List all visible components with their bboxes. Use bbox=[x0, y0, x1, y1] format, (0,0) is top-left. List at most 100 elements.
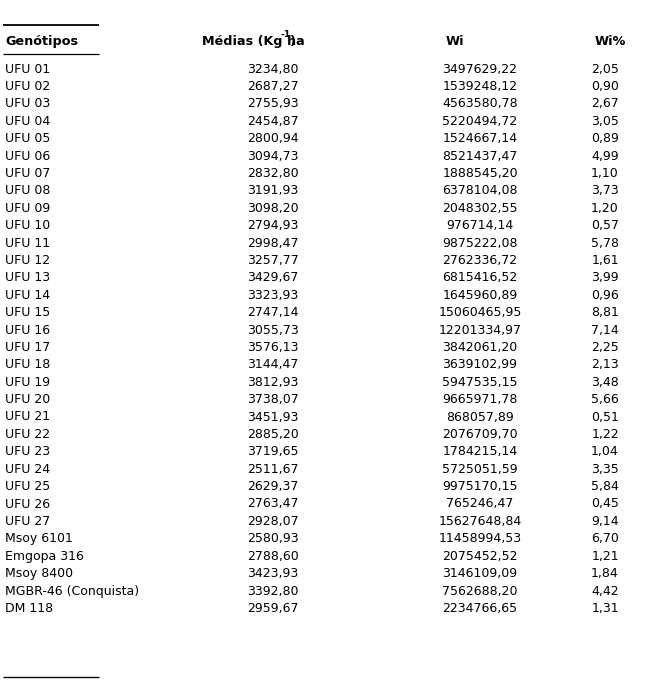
Text: 3429,67: 3429,67 bbox=[247, 271, 298, 284]
Text: 1,21: 1,21 bbox=[591, 550, 619, 563]
Text: 11458994,53: 11458994,53 bbox=[438, 532, 521, 545]
Text: 3,99: 3,99 bbox=[591, 271, 619, 284]
Text: 2687,27: 2687,27 bbox=[247, 80, 299, 93]
Text: 2454,87: 2454,87 bbox=[247, 115, 299, 128]
Text: 2747,14: 2747,14 bbox=[247, 306, 299, 319]
Text: 2076709,70: 2076709,70 bbox=[442, 428, 518, 441]
Text: UFU 21: UFU 21 bbox=[5, 411, 50, 423]
Text: 1,20: 1,20 bbox=[591, 202, 619, 215]
Text: 1888545,20: 1888545,20 bbox=[442, 167, 518, 180]
Text: 9875222,08: 9875222,08 bbox=[442, 236, 517, 249]
Text: 2832,80: 2832,80 bbox=[247, 167, 299, 180]
Text: 2800,94: 2800,94 bbox=[247, 132, 299, 145]
Text: 2928,07: 2928,07 bbox=[247, 515, 299, 528]
Text: 7,14: 7,14 bbox=[591, 324, 619, 337]
Text: ): ) bbox=[290, 34, 296, 47]
Text: 3257,77: 3257,77 bbox=[247, 254, 299, 267]
Text: 4563580,78: 4563580,78 bbox=[442, 98, 518, 111]
Text: 4,42: 4,42 bbox=[591, 585, 619, 598]
Text: 3738,07: 3738,07 bbox=[247, 393, 299, 406]
Text: 0,96: 0,96 bbox=[591, 289, 619, 302]
Text: 6815416,52: 6815416,52 bbox=[442, 271, 517, 284]
Text: 5,84: 5,84 bbox=[591, 480, 619, 493]
Text: 7562688,20: 7562688,20 bbox=[442, 585, 517, 598]
Text: 1,84: 1,84 bbox=[591, 567, 619, 580]
Text: 1,04: 1,04 bbox=[591, 445, 619, 458]
Text: 2788,60: 2788,60 bbox=[247, 550, 299, 563]
Text: UFU 16: UFU 16 bbox=[5, 324, 50, 337]
Text: UFU 19: UFU 19 bbox=[5, 376, 50, 389]
Text: 6378104,08: 6378104,08 bbox=[442, 184, 517, 197]
Text: 4,99: 4,99 bbox=[591, 150, 619, 163]
Text: UFU 05: UFU 05 bbox=[5, 132, 50, 145]
Text: 0,89: 0,89 bbox=[591, 132, 619, 145]
Text: 1539248,12: 1539248,12 bbox=[442, 80, 517, 93]
Text: UFU 02: UFU 02 bbox=[5, 80, 50, 93]
Text: 3098,20: 3098,20 bbox=[247, 202, 299, 215]
Text: 3719,65: 3719,65 bbox=[247, 445, 299, 458]
Text: 3576,13: 3576,13 bbox=[247, 341, 299, 354]
Text: 6,70: 6,70 bbox=[591, 532, 619, 545]
Text: UFU 23: UFU 23 bbox=[5, 445, 50, 458]
Text: 0,57: 0,57 bbox=[591, 219, 619, 232]
Text: MGBR-46 (Conquista): MGBR-46 (Conquista) bbox=[5, 585, 139, 598]
Text: 5,78: 5,78 bbox=[591, 236, 619, 249]
Text: 1,22: 1,22 bbox=[591, 428, 619, 441]
Text: 2511,67: 2511,67 bbox=[247, 463, 299, 475]
Text: 976714,14: 976714,14 bbox=[446, 219, 513, 232]
Text: 5947535,15: 5947535,15 bbox=[442, 376, 517, 389]
Text: 15060465,95: 15060465,95 bbox=[438, 306, 521, 319]
Text: UFU 10: UFU 10 bbox=[5, 219, 50, 232]
Text: UFU 03: UFU 03 bbox=[5, 98, 50, 111]
Text: 3234,80: 3234,80 bbox=[247, 63, 299, 76]
Text: UFU 06: UFU 06 bbox=[5, 150, 50, 163]
Text: 2762336,72: 2762336,72 bbox=[442, 254, 517, 267]
Text: 2,05: 2,05 bbox=[591, 63, 619, 76]
Text: 3144,47: 3144,47 bbox=[247, 359, 298, 371]
Text: UFU 14: UFU 14 bbox=[5, 289, 50, 302]
Text: 1,61: 1,61 bbox=[591, 254, 619, 267]
Text: 3812,93: 3812,93 bbox=[247, 376, 298, 389]
Text: 2763,47: 2763,47 bbox=[247, 497, 299, 510]
Text: 2998,47: 2998,47 bbox=[247, 236, 299, 249]
Text: -1: -1 bbox=[280, 30, 291, 38]
Text: 3146109,09: 3146109,09 bbox=[442, 567, 517, 580]
Text: 2,67: 2,67 bbox=[591, 98, 619, 111]
Text: 15627648,84: 15627648,84 bbox=[438, 515, 521, 528]
Text: UFU 01: UFU 01 bbox=[5, 63, 50, 76]
Text: UFU 25: UFU 25 bbox=[5, 480, 50, 493]
Text: 2048302,55: 2048302,55 bbox=[442, 202, 517, 215]
Text: Wi: Wi bbox=[446, 34, 464, 47]
Text: 3055,73: 3055,73 bbox=[247, 324, 299, 337]
Text: 2629,37: 2629,37 bbox=[247, 480, 298, 493]
Text: 0,45: 0,45 bbox=[591, 497, 619, 510]
Text: 765246,47: 765246,47 bbox=[446, 497, 513, 510]
Text: 1,10: 1,10 bbox=[591, 167, 619, 180]
Text: 5220494,72: 5220494,72 bbox=[442, 115, 517, 128]
Text: UFU 26: UFU 26 bbox=[5, 497, 50, 510]
Text: 3191,93: 3191,93 bbox=[247, 184, 298, 197]
Text: UFU 15: UFU 15 bbox=[5, 306, 50, 319]
Text: UFU 11: UFU 11 bbox=[5, 236, 50, 249]
Text: 1645960,89: 1645960,89 bbox=[442, 289, 517, 302]
Text: 2075452,52: 2075452,52 bbox=[442, 550, 517, 563]
Text: 3,48: 3,48 bbox=[591, 376, 619, 389]
Text: 1524667,14: 1524667,14 bbox=[442, 132, 517, 145]
Text: 2755,93: 2755,93 bbox=[247, 98, 299, 111]
Text: UFU 27: UFU 27 bbox=[5, 515, 50, 528]
Text: 1,31: 1,31 bbox=[591, 602, 619, 615]
Text: 8521437,47: 8521437,47 bbox=[442, 150, 517, 163]
Text: 8,81: 8,81 bbox=[591, 306, 619, 319]
Text: UFU 13: UFU 13 bbox=[5, 271, 50, 284]
Text: 0,90: 0,90 bbox=[591, 80, 619, 93]
Text: 3094,73: 3094,73 bbox=[247, 150, 299, 163]
Text: 3323,93: 3323,93 bbox=[247, 289, 298, 302]
Text: 3497629,22: 3497629,22 bbox=[442, 63, 517, 76]
Text: Msoy 6101: Msoy 6101 bbox=[5, 532, 73, 545]
Text: UFU 07: UFU 07 bbox=[5, 167, 50, 180]
Text: 868057,89: 868057,89 bbox=[446, 411, 514, 423]
Text: 3639102,99: 3639102,99 bbox=[442, 359, 517, 371]
Text: 1784215,14: 1784215,14 bbox=[442, 445, 517, 458]
Text: UFU 17: UFU 17 bbox=[5, 341, 50, 354]
Text: UFU 12: UFU 12 bbox=[5, 254, 50, 267]
